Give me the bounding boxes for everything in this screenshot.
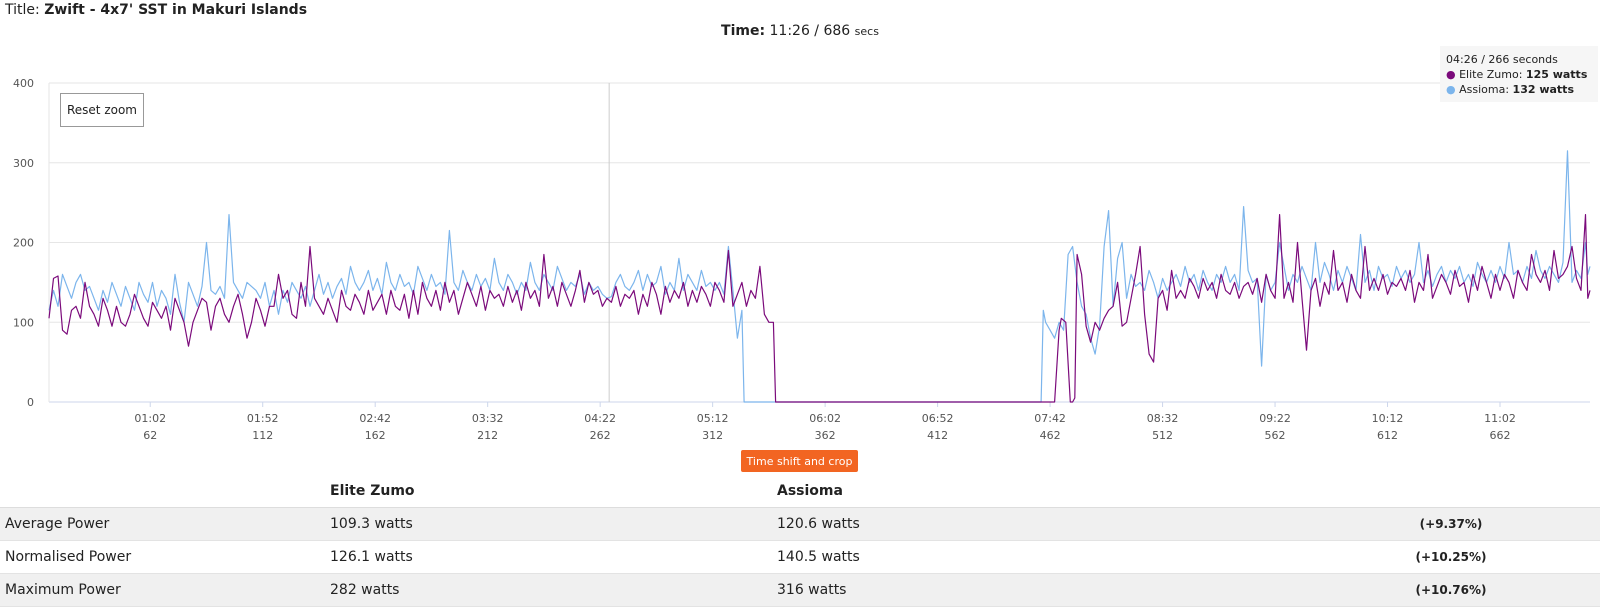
power-chart[interactable]: 0 100 200 300 400 01:02 62 01:52 112 02:42 162 03:3… xyxy=(0,0,1600,440)
table-row: Average Power 109.3 watts 120.6 watts (+… xyxy=(0,507,1600,541)
chart-tooltip: 04:26 / 266 seconds ● Elite Zumo: 125 wa… xyxy=(1440,46,1598,102)
x-tick-seconds: 612 xyxy=(1377,429,1398,440)
x-tick-seconds: 62 xyxy=(143,429,157,440)
chart-axes: 0 100 200 300 400 01:02 62 01:52 112 02:42 162 03:3… xyxy=(13,77,1516,440)
row-label: Normalised Power xyxy=(0,540,325,574)
row-diff: (+10.76%) xyxy=(1297,573,1600,607)
row-label: Average Power xyxy=(0,507,325,541)
x-tick-label: 05:12 xyxy=(697,412,729,425)
x-tick-seconds: 262 xyxy=(590,429,611,440)
row-assioma: 140.5 watts xyxy=(772,540,1297,574)
x-tick-seconds: 412 xyxy=(927,429,948,440)
time-value: 11:26 / xyxy=(769,23,820,39)
row-zumo: 126.1 watts xyxy=(325,540,772,574)
y-tick-label: 100 xyxy=(13,316,34,329)
x-tick-label: 09:22 xyxy=(1259,412,1291,425)
x-tick-seconds: 462 xyxy=(1040,429,1061,440)
y-tick-label: 0 xyxy=(27,396,34,409)
table-header-row: Elite Zumo Assioma xyxy=(0,475,1600,508)
row-label: Maximum Power xyxy=(0,573,325,607)
table-header-diff xyxy=(1297,475,1600,508)
x-tick-seconds: 212 xyxy=(477,429,498,440)
chart-series xyxy=(48,150,1591,403)
y-tick-label: 300 xyxy=(13,157,34,170)
y-tick-label: 400 xyxy=(13,77,34,90)
x-tick-label: 01:02 xyxy=(134,412,166,425)
row-diff: (+9.37%) xyxy=(1297,507,1600,541)
x-tick-label: 01:52 xyxy=(247,412,279,425)
x-tick-seconds: 312 xyxy=(702,429,723,440)
power-stats-table: Elite Zumo Assioma Average Power 109.3 w… xyxy=(0,475,1600,607)
chart-title: Title: Zwift - 4x7' SST in Makuri Island… xyxy=(5,2,307,18)
assioma-dot-icon: ● xyxy=(1446,83,1456,96)
x-tick-label: 10:12 xyxy=(1372,412,1404,425)
tooltip-time: 04:26 / 266 seconds xyxy=(1446,53,1558,66)
x-tick-seconds: 662 xyxy=(1490,429,1511,440)
time-shift-crop-button[interactable]: Time shift and crop xyxy=(741,450,858,472)
x-tick-label: 02:42 xyxy=(359,412,391,425)
series-line-elite-zumo xyxy=(48,214,1591,403)
zumo-dot-icon: ● xyxy=(1446,68,1456,81)
reset-zoom-button[interactable]: Reset zoom xyxy=(60,93,144,127)
table-header-zumo: Elite Zumo xyxy=(325,475,772,508)
row-assioma: 316 watts xyxy=(772,573,1297,607)
x-tick-seconds: 512 xyxy=(1152,429,1173,440)
time-readout: Time: 11:26 / 686 secs xyxy=(0,23,1600,39)
row-diff: (+10.25%) xyxy=(1297,540,1600,574)
tooltip-zumo-name: Elite Zumo: xyxy=(1459,68,1523,81)
table-row: Maximum Power 282 watts 316 watts (+10.7… xyxy=(0,573,1600,607)
y-tick-label: 200 xyxy=(13,237,34,250)
table-row: Normalised Power 126.1 watts 140.5 watts… xyxy=(0,540,1600,574)
x-tick-seconds: 112 xyxy=(252,429,273,440)
row-zumo: 282 watts xyxy=(325,573,772,607)
x-tick-seconds: 162 xyxy=(365,429,386,440)
time-unit: secs xyxy=(854,25,879,38)
x-tick-seconds: 362 xyxy=(815,429,836,440)
time-label: Time: xyxy=(721,23,766,39)
chart-grid xyxy=(48,82,1590,403)
x-tick-label: 08:32 xyxy=(1147,412,1179,425)
x-tick-label: 11:02 xyxy=(1484,412,1516,425)
time-secs: 686 xyxy=(823,23,851,39)
x-tick-label: 07:42 xyxy=(1034,412,1066,425)
tooltip-row-zumo: ● Elite Zumo: 125 watts xyxy=(1446,67,1598,82)
title-label: Title: xyxy=(5,2,40,18)
tooltip-assioma-name: Assioma: xyxy=(1459,83,1510,96)
table-header-assioma: Assioma xyxy=(772,475,1297,508)
tooltip-row-assioma: ● Assioma: 132 watts xyxy=(1446,82,1598,97)
x-tick-label: 04:22 xyxy=(584,412,616,425)
x-tick-label: 06:02 xyxy=(809,412,841,425)
row-assioma: 120.6 watts xyxy=(772,507,1297,541)
series-line-assioma xyxy=(48,150,1591,403)
row-zumo: 109.3 watts xyxy=(325,507,772,541)
x-tick-label: 03:32 xyxy=(472,412,504,425)
title-value: Zwift - 4x7' SST in Makuri Islands xyxy=(44,2,308,18)
tooltip-zumo-value: 125 watts xyxy=(1525,68,1588,81)
x-tick-seconds: 562 xyxy=(1265,429,1286,440)
tooltip-assioma-value: 132 watts xyxy=(1512,83,1574,96)
table-header-blank xyxy=(0,475,325,508)
x-tick-label: 06:52 xyxy=(922,412,954,425)
